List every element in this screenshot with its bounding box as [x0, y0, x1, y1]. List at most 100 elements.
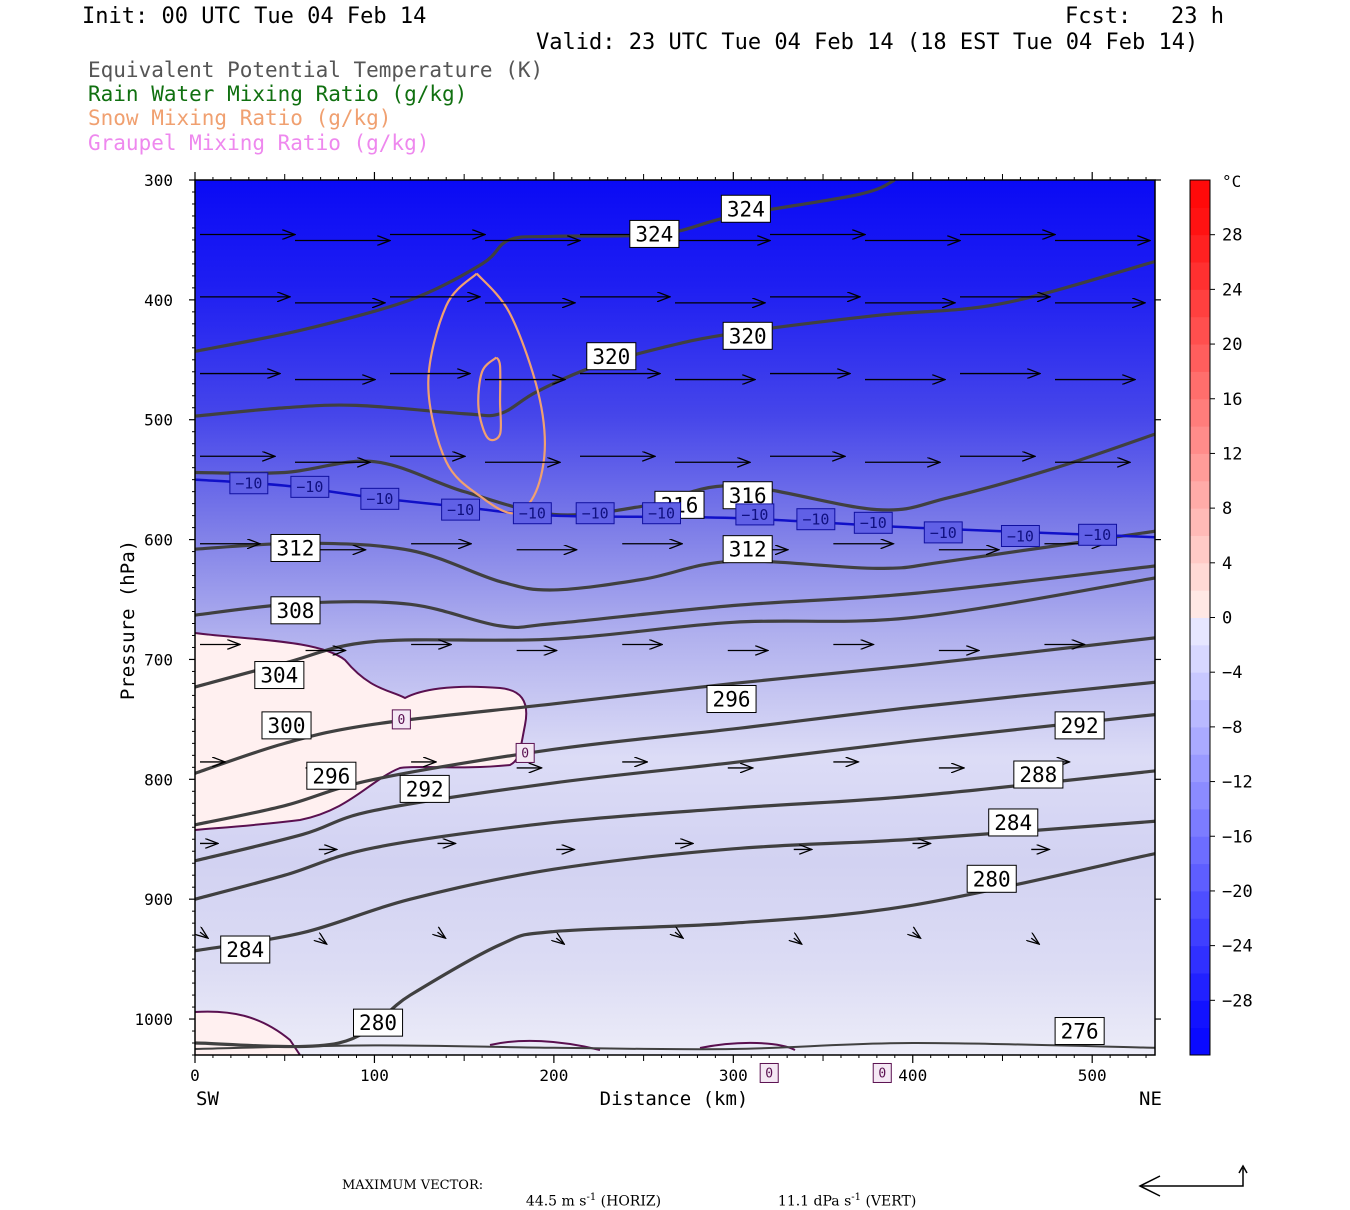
x-tick-label: 0 — [190, 1066, 200, 1085]
vert-unit: (VERT) — [865, 1193, 917, 1210]
x-tick-label: 500 — [1078, 1066, 1107, 1085]
colorbar-segment — [1190, 453, 1210, 482]
colorbar-segment — [1190, 754, 1210, 783]
colorbar-segment — [1190, 617, 1210, 646]
colorbar-segment — [1190, 836, 1210, 865]
isotherm-minus10-label-6: −10 — [642, 502, 681, 525]
theta-e-contour-296 — [195, 680, 1155, 827]
reference-vector — [1138, 1164, 1248, 1197]
colorbar-segment — [1190, 699, 1210, 728]
svg-text:−10: −10 — [930, 524, 957, 542]
isotherm-zero-label-0: 0 — [391, 709, 411, 730]
svg-text:−10: −10 — [235, 475, 262, 493]
svg-text:0: 0 — [765, 1067, 773, 1082]
svg-text:−10: −10 — [802, 511, 829, 529]
colorbar-segment — [1190, 590, 1210, 618]
max-vector-label: MAXIMUM VECTOR: — [342, 1178, 484, 1193]
isotherm-minus10-label-4: −10 — [512, 502, 552, 525]
y-tick-label: 600 — [144, 531, 173, 550]
theta-e-label-308-0: 308 — [270, 596, 321, 625]
colorbar-segment — [1190, 1027, 1210, 1056]
theta-e-label-292-1: 292 — [1054, 711, 1105, 740]
svg-text:0: 0 — [878, 1067, 886, 1082]
theta-e-contour-304 — [195, 576, 1155, 689]
colorbar-segment — [1190, 289, 1210, 318]
colorbar-segment — [1190, 1000, 1210, 1029]
legend-theta-e: Equivalent Potential Temperature (K) — [88, 58, 544, 82]
svg-text:−10: −10 — [1007, 527, 1034, 545]
colorbar-segment — [1190, 890, 1210, 919]
svg-text:−10: −10 — [582, 505, 609, 523]
theta-e-label-304-0: 304 — [254, 661, 305, 690]
theta-e-label-284-1: 284 — [988, 808, 1039, 837]
colorbar-tick-label: −24 — [1222, 937, 1253, 957]
theta-e-contour-276 — [195, 1042, 1155, 1051]
max-horiz-vector: 44.5 m s-1 (HORIZ) — [517, 1176, 661, 1210]
colorbar-segment — [1190, 344, 1210, 372]
theta-e-label-284-0: 284 — [220, 935, 271, 964]
isotherm-minus10-label-9: −10 — [853, 511, 893, 534]
vert-exponent: -1 — [851, 1192, 862, 1203]
colorbar-segment — [1190, 316, 1210, 345]
colorbar-tick-label: 8 — [1222, 499, 1232, 519]
wind-vector — [319, 938, 327, 944]
zero-contour-left — [195, 632, 528, 831]
svg-text:288: 288 — [1019, 763, 1057, 787]
svg-text:292: 292 — [1061, 714, 1099, 738]
max-vert-vector: 11.1 dPa s-1 (VERT) — [769, 1176, 916, 1210]
svg-text:−10: −10 — [1084, 526, 1111, 544]
isotherm-minus10-label-10: −10 — [923, 521, 963, 544]
svg-text:−10: −10 — [296, 478, 323, 496]
svg-text:296: 296 — [312, 764, 350, 788]
theta-e-label-324-0: 324 — [629, 219, 680, 248]
svg-text:312: 312 — [277, 537, 315, 561]
isotherm-minus10-label-7: −10 — [735, 503, 775, 526]
isotherm-zero-label-3: 0 — [872, 1062, 892, 1083]
colorbar-segment — [1190, 371, 1210, 400]
colorbar-segment — [1190, 535, 1210, 564]
theta-e-contour-280 — [195, 852, 1155, 1049]
isotherm-minus10-label-5: −10 — [575, 502, 615, 525]
colorbar-segment — [1190, 207, 1210, 236]
theta-e-label-296-1: 296 — [706, 685, 757, 714]
isotherm-minus10-label-8: −10 — [796, 508, 836, 531]
svg-text:284: 284 — [994, 811, 1032, 835]
colorbar-segment — [1190, 562, 1210, 591]
x-left-end-label: SW — [196, 1088, 219, 1110]
wind-vector — [438, 932, 446, 938]
snow-contour-inner — [477, 356, 503, 442]
colorbar-segment — [1190, 781, 1210, 810]
legend-graupel: Graupel Mixing Ratio (g/kg) — [88, 131, 430, 155]
colorbar-segment — [1190, 426, 1210, 454]
svg-text:−10: −10 — [366, 490, 393, 508]
svg-text:292: 292 — [406, 777, 444, 801]
colorbar-segment — [1190, 262, 1210, 290]
colorbar-segment — [1190, 945, 1210, 974]
svg-text:−10: −10 — [741, 506, 768, 524]
svg-text:300: 300 — [268, 714, 306, 738]
theta-e-label-324-1: 324 — [720, 194, 771, 223]
svg-text:280: 280 — [359, 1011, 397, 1035]
y-tick-label: 800 — [144, 770, 173, 789]
valid-time: Valid: 23 UTC Tue 04 Feb 14 (18 EST Tue … — [536, 30, 1199, 55]
vert-value: 11.1 dPa s — [777, 1193, 852, 1210]
x-tick-label: 300 — [719, 1066, 748, 1085]
theta-e-label-296-0: 296 — [306, 761, 357, 790]
horiz-unit: (HORIZ) — [600, 1193, 662, 1210]
theta-e-label-312-0: 312 — [270, 533, 321, 562]
colorbar-tick-label: 0 — [1222, 609, 1232, 629]
wind-vector — [200, 932, 208, 938]
colorbar-tick-label: −12 — [1222, 773, 1253, 793]
colorbar-tick-label: −8 — [1222, 718, 1242, 738]
plot-frame — [194, 179, 1156, 1056]
y-tick-label: 400 — [144, 291, 173, 310]
svg-text:276: 276 — [1061, 1020, 1099, 1044]
theta-e-label-320-0: 320 — [586, 342, 637, 371]
wind-vector — [794, 938, 802, 944]
colorbar-segment — [1190, 726, 1210, 755]
colorbar-tick-label: 24 — [1222, 280, 1242, 300]
y-tick-label: 500 — [144, 411, 173, 430]
colorbar-tick-label: −20 — [1222, 882, 1253, 902]
colorbar-tick-label: 4 — [1222, 554, 1232, 574]
